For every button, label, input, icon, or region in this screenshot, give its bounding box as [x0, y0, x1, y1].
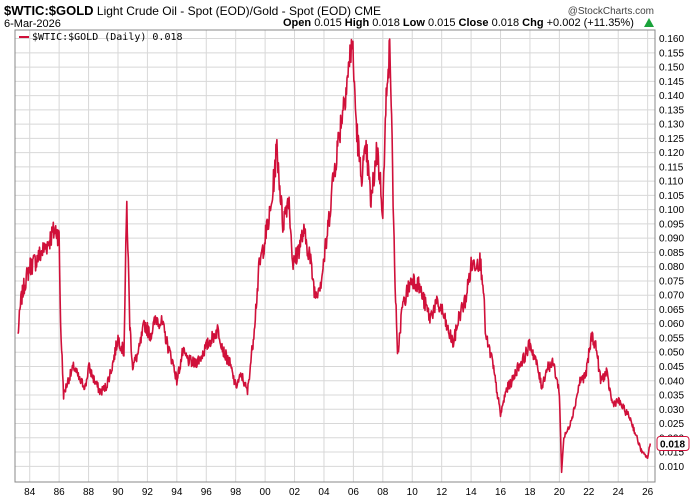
y-tick-label: 0.025	[659, 419, 684, 430]
chart-header: $WTIC:$GOLD Light Crude Oil - Spot (EOD)…	[4, 3, 382, 19]
y-tick-label: 0.010	[659, 462, 684, 473]
y-tick-label: 0.145	[659, 77, 684, 88]
y-tick-label: 0.110	[659, 177, 684, 188]
x-tick-label: 00	[260, 487, 272, 498]
y-tick-label: 0.120	[659, 148, 684, 159]
x-tick-label: 14	[466, 487, 478, 498]
x-tick-label: 98	[230, 487, 242, 498]
y-tick-label: 0.060	[659, 319, 684, 330]
last-value-box	[656, 436, 690, 452]
y-tick-label: 0.065	[659, 305, 684, 316]
x-tick-label: 94	[171, 487, 183, 498]
chart-date: 6-Mar-2026	[4, 18, 61, 30]
y-tick-label: 0.105	[659, 191, 684, 202]
up-arrow-icon	[644, 18, 654, 27]
series-layer	[17, 38, 652, 474]
chg-value: +0.002 (+11.35%)	[546, 17, 634, 29]
y-tick-label: 0.040	[659, 376, 684, 387]
x-tick-label: 84	[24, 487, 36, 498]
x-tick-label: 02	[289, 487, 301, 498]
x-tick-label: 04	[318, 487, 330, 498]
ohlc-readout: Open 0.015 High 0.018 Low 0.015 Close 0.…	[283, 17, 634, 29]
x-tick-label: 18	[524, 487, 536, 498]
low-value: 0.015	[427, 17, 456, 29]
x-tick-label: 88	[83, 487, 95, 498]
y-tick-label: 0.125	[659, 134, 684, 145]
y-tick-label: 0.075	[659, 276, 684, 287]
x-tick-label: 96	[201, 487, 213, 498]
y-tick-label: 0.140	[659, 91, 684, 102]
y-tick-label: 0.050	[659, 348, 684, 359]
series-line-wtic-gold	[17, 38, 652, 474]
y-tick-label: 0.055	[659, 333, 684, 344]
y-tick-label: 0.090	[659, 234, 684, 245]
last-value-marker: 0.018	[656, 436, 690, 452]
high-value: 0.018	[372, 17, 400, 29]
high-label: High	[344, 17, 370, 29]
x-tick-label: 24	[613, 487, 625, 498]
low-label: Low	[402, 17, 425, 29]
y-tick-label: 0.115	[659, 162, 684, 173]
open-value: 0.015	[314, 17, 342, 29]
y-tick-label: 0.045	[659, 362, 684, 373]
y-tick-label: 0.015	[659, 448, 684, 459]
y-tick-label: 0.100	[659, 205, 684, 216]
y-axis-ticks: 0.0100.0150.0200.0250.0300.0350.0400.045…	[659, 34, 684, 473]
plot-frame	[14, 29, 656, 483]
y-tick-label: 0.150	[659, 63, 684, 74]
x-tick-label: 90	[112, 487, 124, 498]
close-value: 0.018	[491, 17, 520, 29]
x-tick-label: 06	[348, 487, 360, 498]
y-tick-label: 0.095	[659, 219, 684, 230]
y-tick-label: 0.160	[659, 34, 684, 45]
x-tick-label: 20	[554, 487, 566, 498]
x-tick-label: 26	[642, 487, 654, 498]
x-tick-label: 16	[495, 487, 507, 498]
y-tick-label: 0.035	[659, 391, 684, 402]
legend: $WTIC:$GOLD (Daily) 0.018	[19, 32, 183, 43]
y-tick-label: 0.070	[659, 291, 684, 302]
description-label: Light Crude Oil - Spot (EOD)/Gold - Spot…	[96, 4, 351, 18]
brand-watermark: @StockCharts.com	[567, 6, 654, 17]
x-tick-label: 08	[377, 487, 389, 498]
x-tick-label: 92	[142, 487, 154, 498]
last-value-label: 0.018	[660, 440, 685, 451]
y-tick-label: 0.080	[659, 262, 684, 273]
y-tick-label: 0.030	[659, 405, 684, 416]
x-axis-ticks: 84 86 88 90 92 94 96 98 00 02 04 06 08 10 12 14 16 18 20 22…	[24, 487, 653, 498]
exchange-label: CME	[354, 4, 382, 18]
x-tick-label: 10	[407, 487, 419, 498]
close-label: Close	[458, 17, 489, 29]
chart-grid	[15, 30, 655, 482]
legend-label: $WTIC:$GOLD (Daily) 0.018	[32, 32, 183, 43]
open-label: Open	[283, 17, 312, 29]
x-tick-label: 22	[583, 487, 595, 498]
symbol-label: $WTIC:$GOLD	[4, 3, 94, 18]
y-tick-label: 0.085	[659, 248, 684, 259]
chg-label: Chg	[522, 17, 544, 29]
y-tick-label: 0.130	[659, 120, 684, 131]
y-tick-label: 0.135	[659, 105, 684, 116]
y-tick-label: 0.155	[659, 48, 684, 59]
x-tick-label: 12	[436, 487, 448, 498]
x-tick-label: 86	[54, 487, 66, 498]
